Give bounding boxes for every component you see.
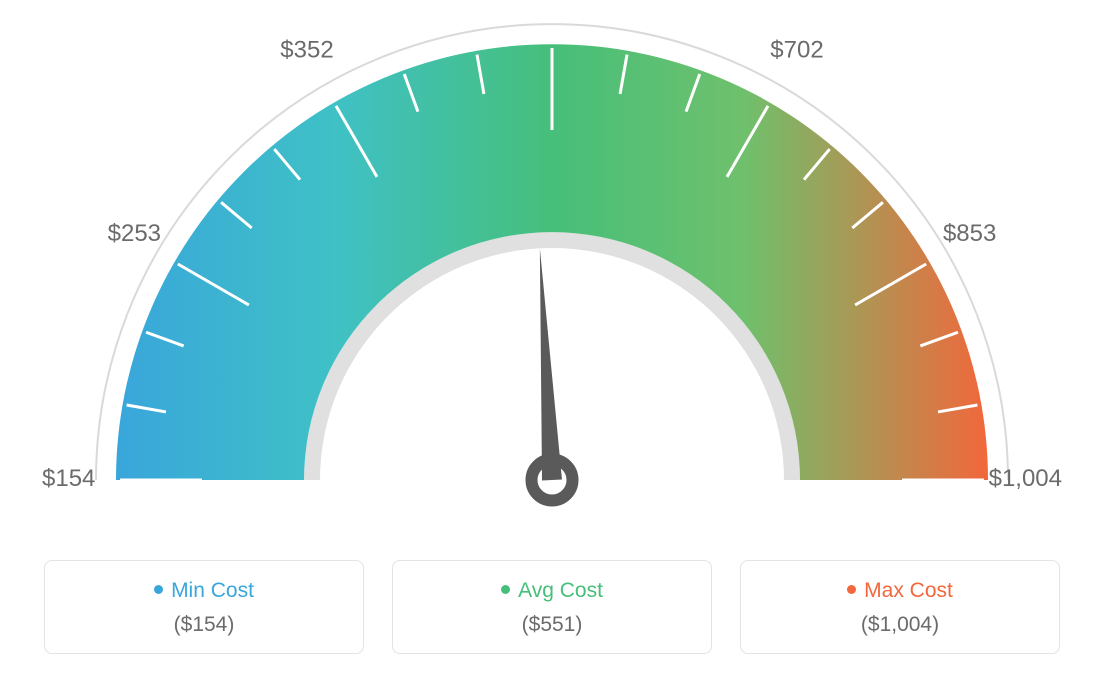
gauge-area: $154$253$352$551$702$853$1,004 [0,0,1104,560]
dot-icon [501,585,510,594]
gauge-label: $253 [108,220,161,247]
legend-title-max: Max Cost [751,579,1049,603]
legend-value-max: ($1,004) [751,613,1049,637]
gauge-label: $352 [280,37,333,64]
cost-gauge-container: $154$253$352$551$702$853$1,004 Min Cost … [0,0,1104,690]
legend-value-avg: ($551) [403,613,701,637]
gauge-chart: $154$253$352$551$702$853$1,004 [0,0,1104,560]
legend-label: Max Cost [864,579,953,602]
gauge-label: $702 [770,37,823,64]
legend-card-avg: Avg Cost ($551) [392,560,712,654]
gauge-label: $154 [42,465,95,492]
gauge-label: $1,004 [989,465,1062,492]
gauge-label: $853 [943,220,996,247]
dot-icon [154,585,163,594]
legend-title-avg: Avg Cost [403,579,701,603]
legend-card-min: Min Cost ($154) [44,560,364,654]
legend-title-min: Min Cost [55,579,353,603]
legend-label: Avg Cost [518,579,603,602]
legend-value-min: ($154) [55,613,353,637]
legend-row: Min Cost ($154) Avg Cost ($551) Max Cost… [0,560,1104,654]
legend-label: Min Cost [171,579,254,602]
dot-icon [847,585,856,594]
legend-card-max: Max Cost ($1,004) [740,560,1060,654]
